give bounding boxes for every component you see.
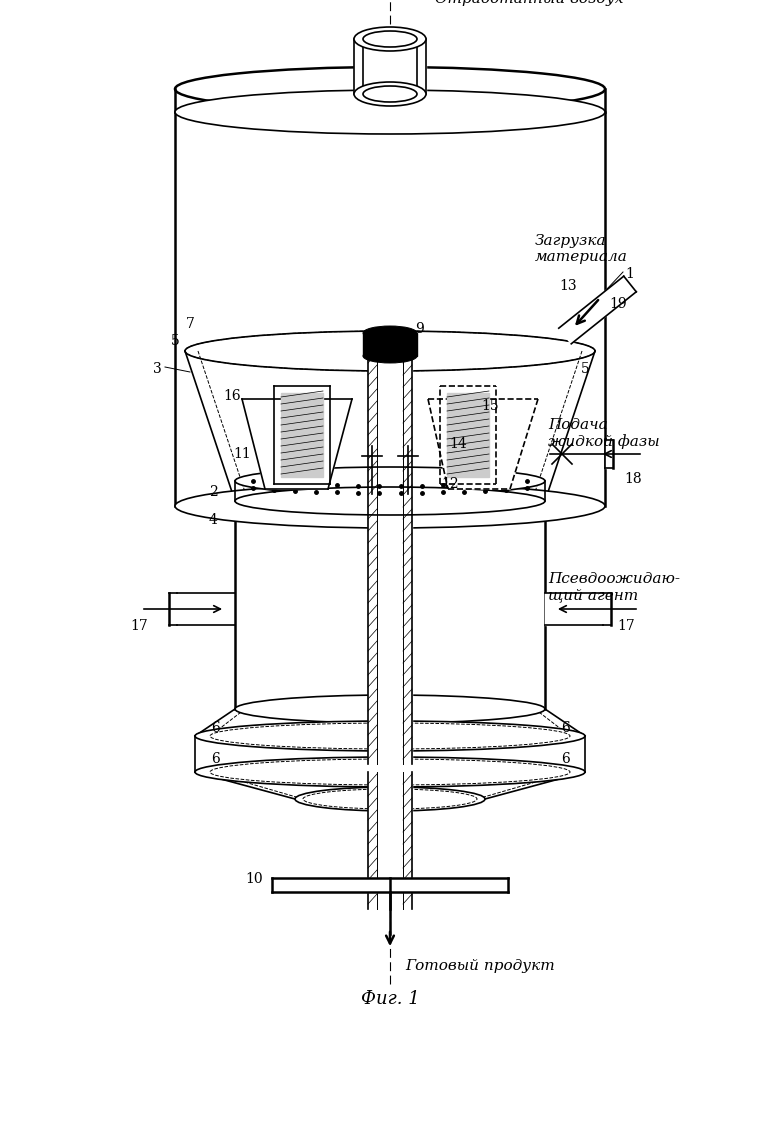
- Ellipse shape: [363, 31, 417, 47]
- Text: 2: 2: [208, 485, 218, 499]
- Polygon shape: [428, 399, 538, 488]
- Text: 11: 11: [233, 447, 251, 461]
- Polygon shape: [363, 333, 417, 356]
- Text: Фиг. 1: Фиг. 1: [360, 990, 420, 1008]
- Ellipse shape: [185, 331, 595, 371]
- Polygon shape: [605, 440, 613, 468]
- Ellipse shape: [354, 27, 426, 51]
- Ellipse shape: [235, 483, 545, 519]
- Text: Загрузка
материала: Загрузка материала: [535, 235, 628, 264]
- Text: 13: 13: [559, 279, 577, 293]
- Text: 7: 7: [186, 317, 194, 331]
- Ellipse shape: [195, 757, 585, 787]
- Ellipse shape: [295, 787, 485, 811]
- Ellipse shape: [363, 86, 417, 102]
- Text: 5: 5: [171, 334, 179, 348]
- Ellipse shape: [195, 721, 585, 750]
- Ellipse shape: [175, 484, 605, 529]
- Text: 5: 5: [580, 362, 590, 376]
- Text: 6: 6: [561, 752, 569, 766]
- Polygon shape: [272, 877, 508, 892]
- Text: 19: 19: [609, 297, 627, 311]
- Ellipse shape: [235, 487, 545, 515]
- Ellipse shape: [363, 326, 417, 340]
- Polygon shape: [545, 593, 603, 625]
- Text: 9: 9: [416, 321, 424, 336]
- Text: Подача
жидкой фазы: Подача жидкой фазы: [548, 418, 660, 450]
- Polygon shape: [558, 276, 636, 344]
- Ellipse shape: [235, 696, 545, 723]
- Text: 17: 17: [617, 619, 635, 633]
- Text: 1: 1: [625, 267, 634, 281]
- Ellipse shape: [235, 467, 545, 495]
- Text: Псевдоожидаю-
щий агент: Псевдоожидаю- щий агент: [548, 572, 680, 602]
- Text: 6: 6: [211, 752, 219, 766]
- Text: 16: 16: [223, 389, 241, 403]
- Ellipse shape: [175, 67, 605, 111]
- Ellipse shape: [354, 82, 426, 106]
- Text: 15: 15: [481, 399, 499, 413]
- Text: 3: 3: [153, 362, 161, 376]
- Polygon shape: [281, 394, 323, 477]
- Text: 17: 17: [130, 619, 148, 633]
- Text: 18: 18: [624, 472, 642, 486]
- Text: 6: 6: [211, 721, 219, 734]
- Text: Отработанный воздух: Отработанный воздух: [435, 0, 623, 7]
- Text: Готовый продукт: Готовый продукт: [405, 959, 555, 974]
- Polygon shape: [447, 394, 489, 477]
- Polygon shape: [242, 399, 352, 488]
- Ellipse shape: [363, 349, 417, 363]
- Text: 12: 12: [441, 477, 459, 491]
- Ellipse shape: [175, 90, 605, 134]
- Polygon shape: [169, 593, 177, 625]
- Text: 14: 14: [449, 437, 467, 451]
- Text: 6: 6: [561, 721, 569, 734]
- Text: 4: 4: [208, 513, 218, 527]
- Text: 10: 10: [245, 872, 263, 885]
